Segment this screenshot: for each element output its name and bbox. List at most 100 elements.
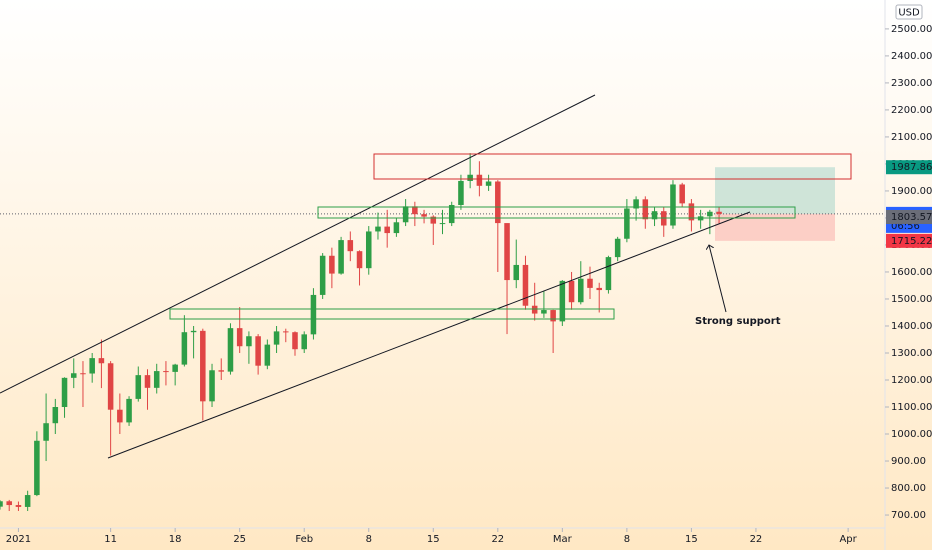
y-tick-label: 1900.00 bbox=[891, 186, 932, 197]
candle-body bbox=[70, 373, 77, 378]
y-tick-label: 1100.00 bbox=[891, 402, 932, 413]
x-tick-label: 15 bbox=[427, 534, 440, 545]
candle-body bbox=[375, 226, 381, 232]
candle-body bbox=[292, 332, 298, 350]
candle-body bbox=[550, 310, 556, 322]
annotation: Strong support bbox=[695, 316, 781, 327]
x-tick-label: 25 bbox=[233, 534, 246, 545]
candle-body bbox=[236, 328, 243, 347]
currency: USD bbox=[898, 8, 920, 19]
resistance-zone bbox=[373, 153, 852, 180]
candle-body bbox=[356, 251, 363, 269]
candle-body bbox=[61, 377, 68, 408]
candle-body bbox=[688, 203, 695, 221]
candle-body bbox=[476, 174, 483, 186]
candle-body bbox=[34, 440, 40, 496]
candle-body bbox=[273, 331, 280, 345]
y-tick-label: 1400.00 bbox=[891, 321, 932, 332]
candle-body bbox=[227, 328, 234, 372]
plot-area bbox=[0, 153, 885, 511]
candle-body bbox=[430, 216, 437, 224]
candle-body bbox=[246, 336, 252, 347]
candle-body bbox=[670, 184, 676, 226]
candle-body bbox=[587, 278, 593, 288]
candle-body bbox=[89, 358, 95, 374]
candle-body bbox=[264, 344, 271, 366]
candle-body bbox=[495, 181, 501, 224]
candle-body bbox=[98, 358, 105, 364]
candle-body bbox=[283, 331, 289, 333]
candle-body bbox=[458, 180, 464, 205]
y-tick-label: 1500.00 bbox=[891, 294, 932, 305]
candle-body bbox=[596, 287, 602, 291]
x-tick-label: 11 bbox=[104, 534, 117, 545]
x-tick-label: 15 bbox=[685, 534, 698, 545]
candle-body bbox=[319, 255, 326, 295]
candle-body bbox=[329, 255, 335, 274]
candle-body bbox=[255, 336, 261, 366]
candle-body bbox=[707, 211, 713, 217]
candle-body bbox=[485, 181, 492, 186]
x-tick-label: 8 bbox=[366, 534, 372, 545]
y-tick-label: 1300.00 bbox=[891, 348, 932, 359]
countdown: 06:56 bbox=[891, 221, 920, 232]
candle-body bbox=[200, 330, 206, 402]
candle-body bbox=[559, 280, 566, 322]
candle-body bbox=[393, 222, 400, 234]
candle-body bbox=[24, 495, 31, 507]
candle-body bbox=[504, 223, 510, 281]
candle-body bbox=[310, 294, 317, 335]
price-tag-label: 1803.57 bbox=[891, 212, 932, 223]
candle-body bbox=[0, 501, 3, 507]
x-tick-label: 22 bbox=[491, 534, 504, 545]
y-tick-label: 2100.00 bbox=[891, 132, 932, 143]
y-tick-label: 800.00 bbox=[891, 483, 926, 494]
candle-body bbox=[651, 211, 658, 220]
drawings bbox=[0, 94, 852, 459]
candle-body bbox=[338, 240, 344, 274]
candle-body bbox=[190, 330, 197, 333]
price-tag bbox=[886, 233, 932, 248]
x-tick-label: Apr bbox=[839, 534, 857, 545]
candle-body bbox=[624, 208, 630, 239]
y-tick-label: 700.00 bbox=[891, 510, 926, 521]
candle-body bbox=[522, 264, 529, 306]
x-tick-label: Mar bbox=[553, 534, 573, 545]
candle-body bbox=[126, 398, 132, 423]
y-tick-label: 2500.00 bbox=[891, 24, 932, 35]
candle-body bbox=[80, 373, 86, 375]
candle-body bbox=[52, 407, 59, 424]
candle-body bbox=[163, 371, 169, 373]
x-tick-label: 22 bbox=[750, 534, 763, 545]
support-zone bbox=[317, 206, 796, 219]
price-tag bbox=[886, 160, 932, 175]
candle-body bbox=[181, 332, 188, 365]
candle-body bbox=[15, 505, 22, 507]
currency-box bbox=[895, 4, 923, 20]
candle-body bbox=[107, 363, 114, 410]
y-tick-label: 900.00 bbox=[891, 456, 926, 467]
candle-body bbox=[642, 199, 649, 220]
candle-body bbox=[605, 257, 612, 291]
candle-body bbox=[6, 501, 12, 506]
support-zone bbox=[169, 308, 615, 320]
x-tick-label: 18 bbox=[169, 534, 182, 545]
price-tag-label: 1987.86 bbox=[891, 162, 932, 173]
candle-body bbox=[679, 184, 685, 204]
candle-body bbox=[614, 238, 621, 258]
x-tick-label: Feb bbox=[295, 534, 313, 545]
candle-body bbox=[301, 334, 307, 350]
price-tag bbox=[886, 209, 932, 224]
candle-body bbox=[467, 174, 473, 181]
candle-body bbox=[578, 278, 584, 303]
candle-body bbox=[531, 305, 538, 314]
channel-lower bbox=[107, 211, 751, 459]
candle-body bbox=[218, 370, 225, 372]
channel-upper bbox=[0, 94, 596, 394]
candle-body bbox=[633, 199, 639, 209]
candle-body bbox=[144, 375, 151, 388]
arrow bbox=[709, 245, 727, 313]
